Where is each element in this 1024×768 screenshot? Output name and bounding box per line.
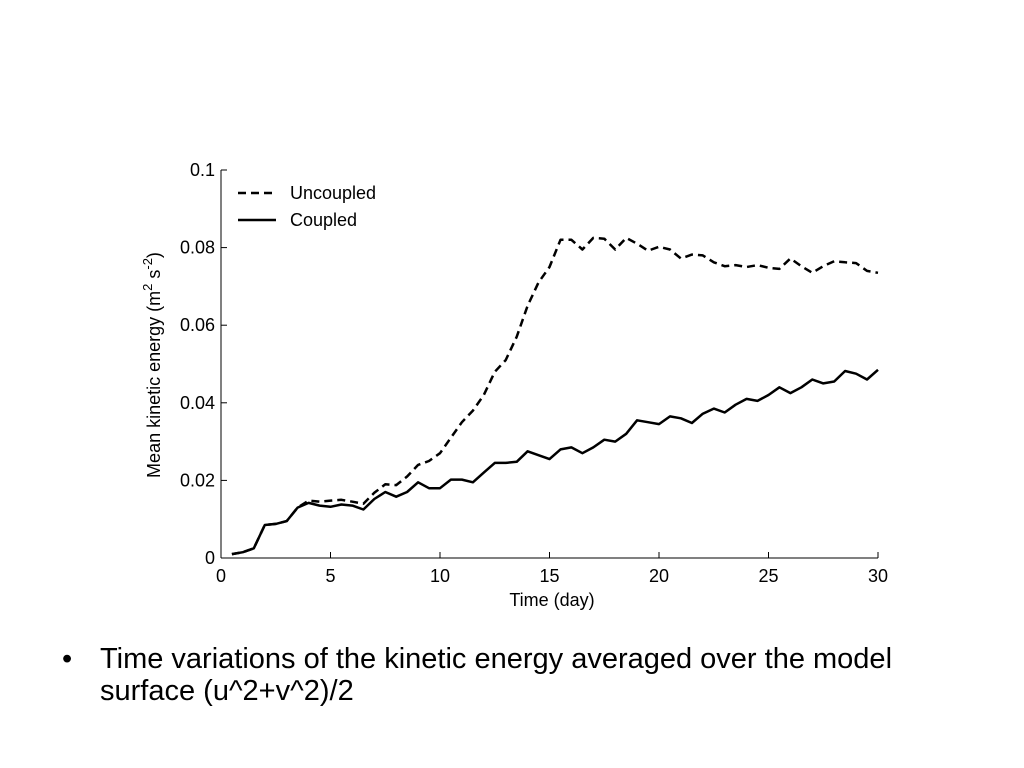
y-axis-label-base: Mean kinetic energy (m [144, 291, 164, 478]
caption-text: Time variations of the kinetic energy av… [100, 643, 893, 707]
legend: Uncoupled Coupled [238, 183, 376, 230]
series-lines [231, 236, 879, 556]
y-tick-label: 0.08 [180, 238, 215, 258]
x-tick-label: 15 [539, 566, 559, 586]
y-axis-label-exp2: -2 [140, 258, 155, 270]
legend-label-uncoupled: Uncoupled [290, 183, 376, 203]
legend-label-coupled: Coupled [290, 210, 357, 230]
y-tick-label: 0.1 [190, 160, 215, 180]
x-tick-label: 0 [216, 566, 226, 586]
caption: • Time variations of the kinetic energy … [62, 643, 962, 707]
x-tick-label: 30 [868, 566, 888, 586]
x-tick-label: 25 [758, 566, 778, 586]
y-tick-label: 0.06 [180, 315, 215, 335]
y-axis-label-exp1: 2 [140, 284, 155, 291]
tick-marks: 0 5 10 15 20 25 30 0 0.02 0.04 0.06 0.08 0.1 [180, 160, 888, 586]
bullet-point: • [62, 643, 73, 675]
x-tick-label: 5 [325, 566, 335, 586]
series-line-coupled [231, 368, 879, 556]
y-axis-label: Mean kinetic energy (m2 s-2) [140, 252, 164, 478]
series-line-uncoupled [231, 236, 879, 556]
y-axis-label-mid: s [144, 270, 164, 284]
y-tick-label: 0.02 [180, 470, 215, 490]
x-tick-label: 10 [430, 566, 450, 586]
y-axis-label-end: ) [144, 252, 164, 258]
y-tick-label: 0 [205, 548, 215, 568]
y-tick-label: 0.04 [180, 393, 215, 413]
x-tick-label: 20 [649, 566, 669, 586]
x-axis-label: Time (day) [509, 590, 594, 610]
